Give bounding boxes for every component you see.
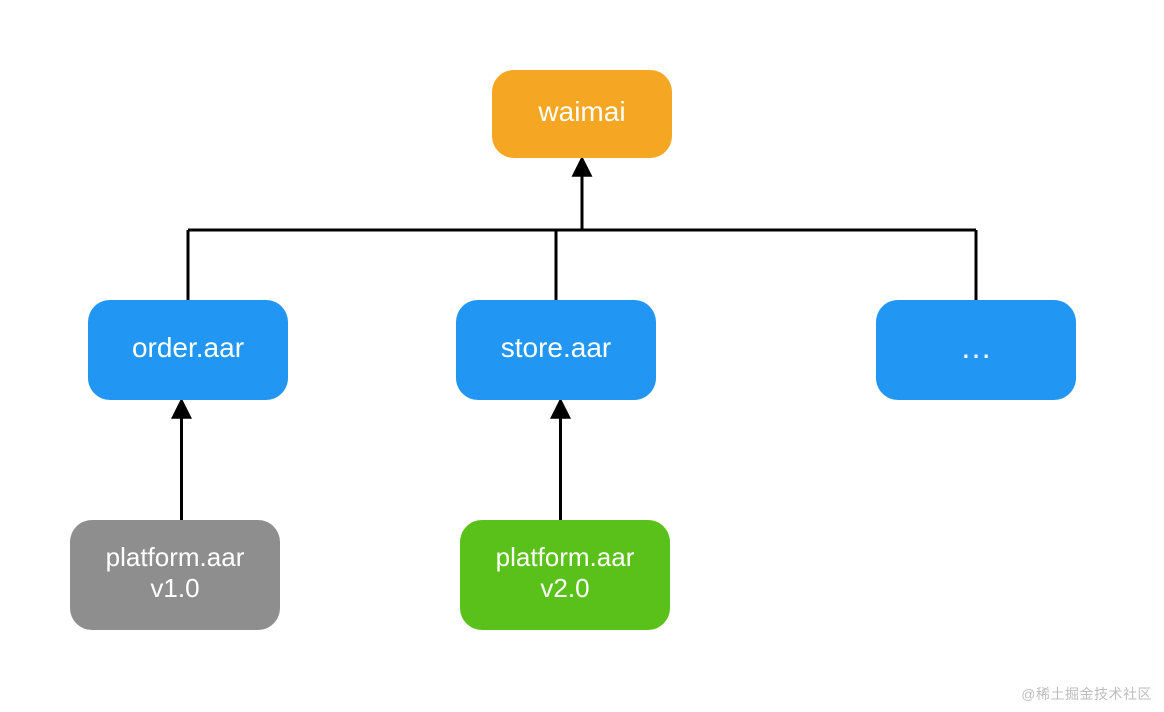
- node-label: waimai: [537, 96, 625, 127]
- watermark-text: @稀土掘金技术社区: [1021, 684, 1152, 704]
- node-label: v2.0: [540, 573, 589, 603]
- node-store: store.aar: [456, 300, 656, 400]
- node-label: order.aar: [132, 332, 244, 363]
- node-waimai: waimai: [492, 70, 672, 158]
- node-more: …: [876, 300, 1076, 400]
- diagram-canvas: waimaiorder.aarstore.aar…platform.aarv1.…: [0, 0, 1164, 712]
- node-label: …: [960, 329, 992, 365]
- node-label: store.aar: [501, 332, 612, 363]
- node-plat_v2: platform.aarv2.0: [460, 520, 670, 630]
- node-label: v1.0: [150, 573, 199, 603]
- node-order: order.aar: [88, 300, 288, 400]
- node-plat_v1: platform.aarv1.0: [70, 520, 280, 630]
- node-label: platform.aar: [106, 542, 245, 572]
- node-label: platform.aar: [496, 542, 635, 572]
